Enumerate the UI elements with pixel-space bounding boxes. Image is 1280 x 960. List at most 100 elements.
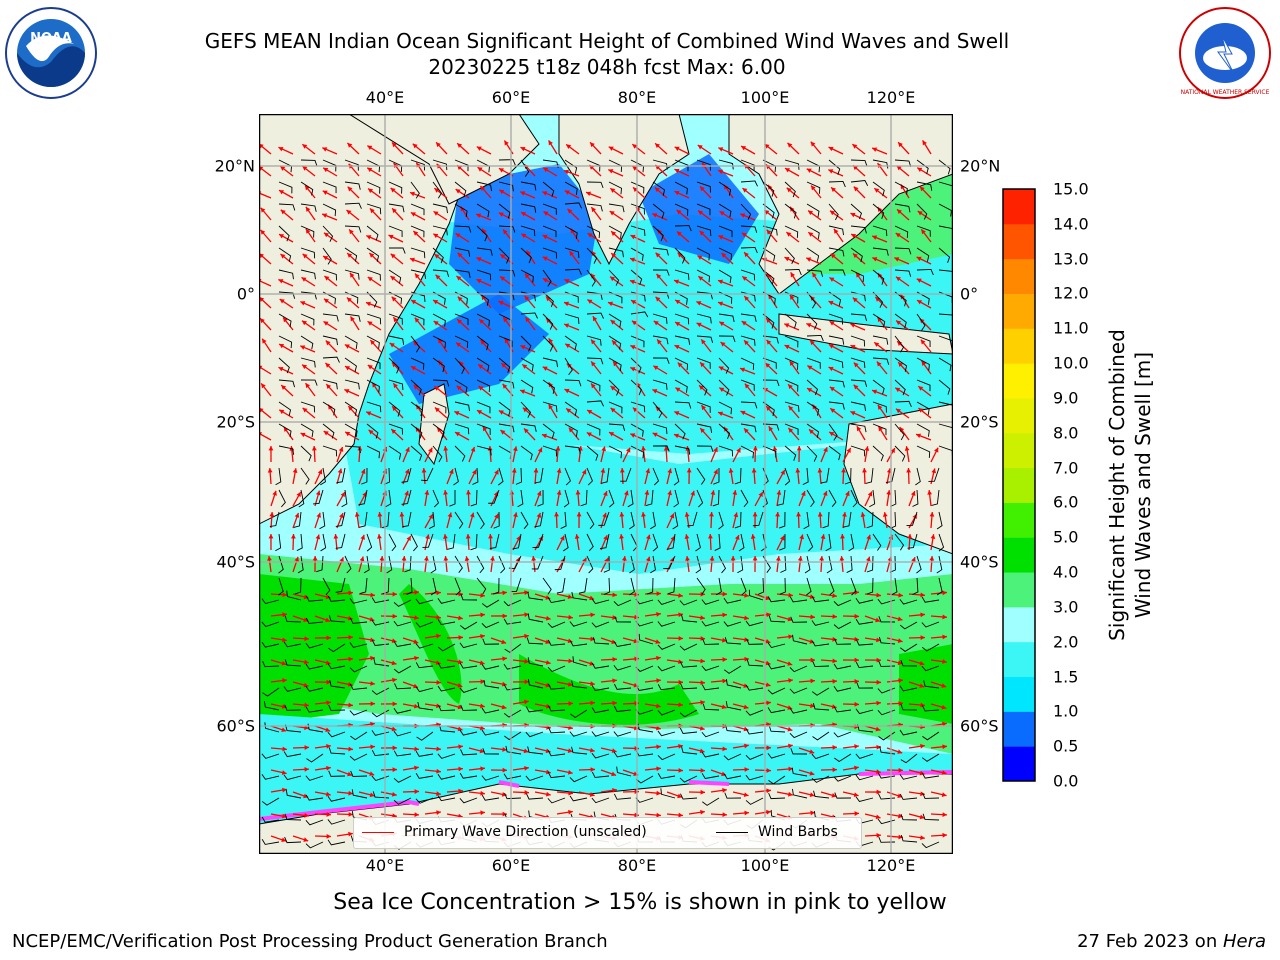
- wave-arrow-head: [740, 367, 746, 373]
- wind-barb: [806, 577, 812, 596]
- colorbar-cell: [1003, 189, 1035, 225]
- wind-barb: [681, 614, 698, 623]
- wave-arrow-head: [785, 168, 791, 173]
- wind-barb: [724, 637, 742, 645]
- wind-barb: [298, 489, 305, 508]
- wind-barb: [740, 335, 756, 346]
- wave-arrow-head: [498, 300, 504, 306]
- wind-barb: [701, 751, 720, 758]
- wave-arrow-head: [268, 534, 274, 539]
- wind-barb: [388, 379, 404, 390]
- wind-barb: [344, 445, 362, 453]
- wave-arrow-head: [337, 468, 343, 474]
- wind-barb: [328, 615, 346, 623]
- wave-arrow-head: [839, 556, 845, 561]
- wave-arrow-head: [537, 447, 543, 453]
- wave-arrow-head: [498, 168, 504, 173]
- wind-barb: [470, 533, 478, 551]
- wave-arrow-head: [405, 447, 410, 453]
- wave-arrow-head: [434, 407, 440, 413]
- wave-arrow-head: [675, 387, 681, 392]
- wave-arrow-head: [566, 363, 572, 369]
- wave-arrow-head: [326, 700, 331, 706]
- wave-arrow-head: [795, 468, 801, 473]
- land-australia: [843, 403, 953, 555]
- wave-arrow-head: [370, 701, 375, 707]
- wave-arrow-head: [260, 207, 266, 213]
- wind-barb: [922, 813, 940, 821]
- wave-arrow-head: [479, 660, 485, 666]
- wave-arrow-head: [875, 726, 881, 732]
- lat-tick-left-40s: 40°S: [216, 552, 255, 572]
- wind-barb: [432, 313, 446, 327]
- wind-barb: [608, 357, 622, 371]
- wave-arrow-head: [438, 360, 444, 366]
- wave-arrow-head: [391, 638, 397, 644]
- wave-arrow-head: [656, 725, 661, 731]
- wind-barb: [855, 753, 874, 760]
- wind-barb: [734, 467, 742, 485]
- wave-arrow-head: [856, 426, 862, 432]
- wind-barb: [784, 423, 799, 436]
- wave-arrow-head: [796, 446, 802, 451]
- wind-barb: [806, 357, 821, 369]
- wind-barb: [564, 357, 573, 375]
- wave-arrow-head: [500, 276, 506, 281]
- wind-barb: [652, 423, 668, 434]
- wave-arrow-head: [449, 469, 454, 475]
- wave-arrow-head: [852, 253, 858, 259]
- wave-arrow-head: [907, 534, 913, 539]
- wave-arrow-head: [611, 771, 617, 777]
- wind-barb: [780, 555, 787, 573]
- wave-arrow-head: [478, 364, 484, 369]
- wave-arrow-head: [786, 232, 792, 237]
- wave-arrow-head: [744, 296, 750, 301]
- wave-arrow-head: [281, 727, 287, 732]
- wind-barb: [745, 728, 764, 735]
- wave-arrow-head: [854, 811, 859, 816]
- wind-barb: [826, 555, 833, 574]
- wind-barb: [900, 813, 918, 821]
- wind-barb: [320, 467, 326, 486]
- wind-barb: [430, 577, 437, 596]
- wind-barb: [344, 313, 361, 322]
- wind-barb: [855, 796, 874, 802]
- wave-arrow-head: [281, 813, 287, 819]
- wave-arrow-head: [765, 638, 771, 644]
- wave-arrow-head: [809, 792, 815, 798]
- wave-arrow-head: [630, 345, 636, 350]
- wave-arrow-head: [414, 655, 419, 661]
- wave-arrow-head: [751, 468, 757, 473]
- wave-arrow-head: [674, 279, 680, 285]
- wind-barb: [762, 225, 778, 236]
- wave-arrow-head: [906, 468, 911, 473]
- wave-arrow-head: [500, 254, 506, 259]
- colorbar-cell: [1003, 641, 1035, 678]
- wave-arrow-head: [566, 408, 572, 413]
- legend-barb-line: [716, 831, 748, 833]
- wave-arrow-head: [820, 534, 826, 539]
- wind-barb: [547, 772, 566, 779]
- wave-arrow-head: [471, 469, 477, 475]
- wave-arrow-head: [458, 591, 463, 597]
- wave-band-max-central: [519, 654, 699, 725]
- wind-barb: [527, 657, 544, 667]
- footer-credit: NCEP/EMC/Verification Post Processing Pr…: [12, 931, 608, 952]
- wave-arrow-head: [412, 143, 418, 149]
- wind-barb: [921, 841, 940, 849]
- wind-barb: [916, 203, 928, 220]
- wave-arrow-head: [480, 679, 485, 685]
- wind-barb: [813, 790, 830, 799]
- wind-barb: [394, 683, 412, 690]
- wave-arrow-head: [630, 234, 636, 240]
- wind-barb: [820, 467, 830, 484]
- wave-arrow-head: [656, 790, 661, 796]
- wave-arrow-head: [677, 793, 683, 799]
- wind-barb: [349, 665, 368, 673]
- wave-arrow-head: [456, 385, 462, 391]
- wind-barb: [300, 269, 316, 280]
- wave-arrow-head: [876, 700, 881, 706]
- wave-arrow-head: [367, 145, 373, 151]
- wind-barb: [349, 753, 368, 761]
- wave-arrow-head: [740, 213, 746, 218]
